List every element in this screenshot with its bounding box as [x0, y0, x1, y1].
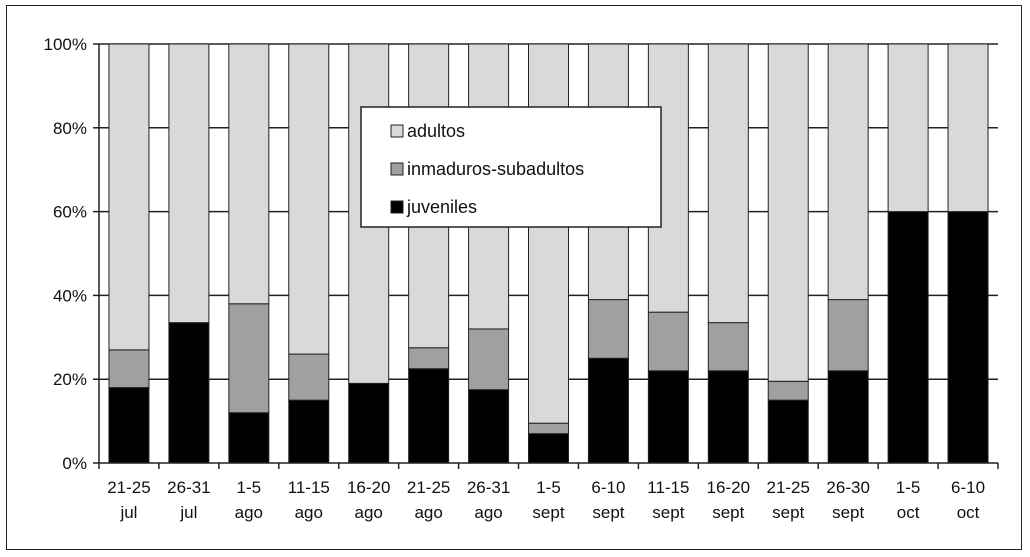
bar-segment-inmaduros-subadultos — [767, 380, 809, 401]
x-tick-label: ago — [295, 503, 323, 522]
x-tick-label: jul — [179, 503, 197, 522]
y-tick-label: 80% — [53, 119, 87, 138]
x-tick-label: sept — [532, 503, 564, 522]
x-tick-label: sept — [832, 503, 864, 522]
bar-segment-inmaduros-subadultos — [288, 353, 330, 401]
legend-label: inmaduros-subadultos — [407, 159, 584, 179]
bar-segment-juveniles — [108, 387, 150, 464]
x-tick-label: 16-20 — [347, 478, 390, 497]
bar-segment-adultos — [827, 43, 869, 301]
x-tick-label: 26-31 — [167, 478, 210, 497]
bar-segment-adultos — [887, 43, 929, 213]
y-tick-label: 40% — [53, 286, 87, 305]
bar-segment-adultos — [168, 43, 210, 324]
bar-segment-juveniles — [408, 368, 450, 464]
bar-segment-inmaduros-subadultos — [647, 311, 689, 372]
bar-segment-juveniles — [587, 357, 629, 464]
bar-segment-juveniles — [528, 433, 569, 464]
bar-segment-juveniles — [947, 211, 989, 464]
x-tick-label: ago — [474, 503, 502, 522]
legend-box — [360, 106, 662, 228]
chart-frame — [6, 5, 1022, 550]
bar-segment-juveniles — [348, 382, 390, 464]
y-tick-label: 100% — [44, 35, 87, 54]
legend-label: adultos — [407, 121, 465, 141]
bar-segment-inmaduros-subadultos — [228, 303, 270, 414]
bar-segment-juveniles — [707, 370, 749, 464]
y-tick-labels: 0% 20% 40% 60% 80% 100% — [44, 35, 87, 473]
bar-segment-juveniles — [288, 399, 330, 464]
bar-segment-adultos — [947, 43, 989, 213]
bar-segment-adultos — [108, 43, 150, 351]
x-tick-label: 11-15 — [288, 478, 330, 497]
bar-segment-inmaduros-subadultos — [707, 322, 749, 372]
x-tick-label: jul — [119, 503, 137, 522]
bar-segment-adultos — [528, 43, 569, 424]
bar-segment-adultos — [228, 43, 270, 305]
bar-segment-adultos — [288, 43, 330, 355]
y-tick-label: 60% — [53, 203, 87, 222]
x-tick-label: 21-25 — [107, 478, 150, 497]
bar-segment-inmaduros-subadultos — [468, 328, 510, 391]
y-tick-label: 0% — [62, 454, 87, 473]
bar-segment-adultos — [767, 43, 809, 382]
x-tick-label: 6-10 — [951, 478, 985, 497]
x-tick-label: 1-5 — [896, 478, 921, 497]
bar-segment-juveniles — [887, 211, 929, 464]
x-tick-label: oct — [957, 503, 980, 522]
legend-swatch-adultos — [390, 124, 404, 138]
y-tick-label: 20% — [53, 370, 87, 389]
bar-segment-juveniles — [647, 370, 689, 464]
bar-segment-inmaduros-subadultos — [108, 349, 150, 389]
bar-segment-inmaduros-subadultos — [827, 299, 869, 372]
x-tick-label: 1-5 — [237, 478, 262, 497]
x-tick-label: sept — [712, 503, 744, 522]
bar-segment-juveniles — [468, 389, 510, 464]
legend-label: juveniles — [406, 197, 477, 217]
x-tick-label: oct — [897, 503, 920, 522]
x-tick-label: 21-25 — [407, 478, 450, 497]
bar-segment-inmaduros-subadultos — [587, 299, 629, 359]
x-tick-label: sept — [652, 503, 684, 522]
x-tick-label: sept — [592, 503, 624, 522]
bar-segment-inmaduros-subadultos — [528, 422, 569, 435]
bar-segment-juveniles — [228, 412, 270, 464]
bar-segment-juveniles — [767, 399, 809, 464]
x-tick-label: 1-5 — [536, 478, 561, 497]
legend-swatch-inmaduros-subadultos — [390, 162, 404, 176]
x-tick-label: 11-15 — [647, 478, 689, 497]
x-tick-label: ago — [235, 503, 263, 522]
axes — [93, 43, 999, 469]
x-tick-label: 26-30 — [826, 478, 869, 497]
x-tick-label: 21-25 — [766, 478, 809, 497]
x-tick-label: 26-31 — [467, 478, 510, 497]
x-tick-label: sept — [772, 503, 804, 522]
bar-segment-juveniles — [168, 322, 210, 464]
bar-segment-adultos — [707, 43, 749, 324]
x-tick-label: ago — [355, 503, 383, 522]
x-tick-label: 16-20 — [707, 478, 750, 497]
x-tick-labels: 21-25 jul 26-31 jul 1-5 ago 11-15 ago 16-20 ago 21… — [107, 478, 985, 522]
legend: adultos inmaduros-subadultos juveniles — [360, 106, 662, 228]
bar-segment-inmaduros-subadultos — [408, 347, 450, 370]
x-tick-label: ago — [414, 503, 442, 522]
bar-segment-juveniles — [827, 370, 869, 464]
legend-swatch-juveniles — [390, 200, 404, 214]
x-tick-label: 6-10 — [591, 478, 625, 497]
